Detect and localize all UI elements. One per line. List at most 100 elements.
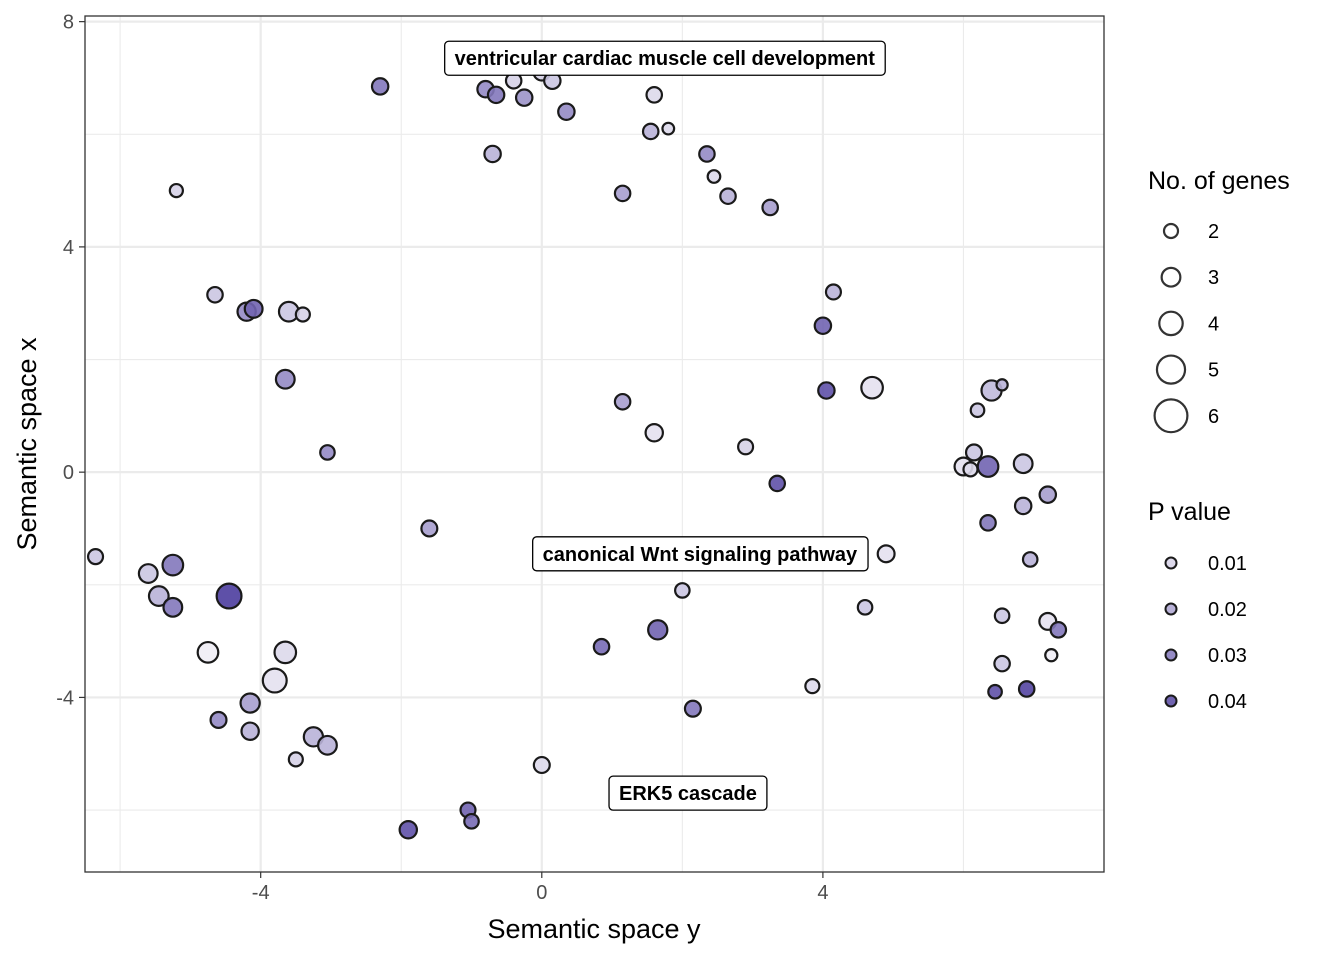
data-point (962, 461, 979, 478)
data-point (486, 85, 506, 105)
data-point (644, 422, 664, 443)
data-point (168, 182, 184, 199)
size-legend-key (1162, 222, 1180, 240)
size-legend-label: 5 (1208, 360, 1219, 382)
color-legend-label: 0.01 (1208, 553, 1247, 575)
data-point (813, 316, 833, 336)
data-point (987, 683, 1003, 700)
size-legend-key (1160, 266, 1182, 288)
size-legend-label: 3 (1208, 267, 1219, 289)
x-tick-label: 0 (536, 882, 547, 904)
data-point (483, 144, 502, 164)
data-points (86, 63, 1068, 840)
data-point (768, 474, 787, 493)
data-point (137, 563, 159, 584)
y-axis-title: Semantic space x (12, 337, 42, 551)
data-point (969, 402, 986, 419)
x-tick-label: -4 (252, 882, 270, 904)
y-tick-label: -4 (56, 687, 74, 709)
data-point (804, 678, 821, 695)
data-point (613, 392, 632, 411)
annotation-text: ventricular cardiac muscle cell developm… (455, 48, 876, 70)
x-tick-label: 4 (817, 882, 828, 904)
data-point (964, 443, 984, 462)
data-point (1049, 621, 1068, 639)
axis-ticks: -4 0 4 -4 0 4 8 (56, 12, 828, 904)
data-point (1017, 680, 1036, 698)
size-legend-label: 2 (1208, 221, 1219, 243)
annotation-box (608, 775, 768, 811)
data-point (398, 820, 419, 840)
data-point (761, 198, 779, 217)
annotation-label: ventricular cardiac muscle cell developm… (444, 40, 886, 76)
data-point (162, 596, 184, 618)
size-legend-title: No. of genes (1148, 167, 1290, 195)
data-point (706, 169, 722, 184)
color-legend-key (1164, 556, 1178, 570)
data-point (641, 122, 660, 141)
data-point (161, 553, 185, 577)
data-point (979, 514, 997, 532)
data-point (993, 607, 1011, 625)
data-point (209, 710, 228, 729)
size-legend-label: 4 (1208, 313, 1219, 335)
data-point (287, 751, 304, 768)
data-point (420, 519, 439, 538)
data-point (261, 667, 288, 694)
data-point (557, 102, 576, 122)
data-point (674, 582, 691, 599)
data-point (532, 755, 551, 775)
data-point (698, 145, 716, 163)
data-point (683, 699, 702, 718)
annotation-box (444, 40, 886, 76)
grid (85, 16, 1105, 872)
data-point (273, 640, 298, 665)
data-point (824, 283, 843, 301)
data-point (370, 77, 390, 96)
data-point (514, 88, 534, 107)
color-legend-label: 0.03 (1208, 645, 1247, 667)
color-legend-key (1164, 648, 1178, 662)
data-point (876, 544, 896, 564)
plot-background (85, 16, 1104, 872)
data-point (856, 598, 874, 616)
data-point (239, 692, 261, 714)
y-tick-label: 4 (63, 237, 74, 259)
color-legend-title: P value (1148, 498, 1231, 526)
color-legend-label: 0.02 (1208, 599, 1247, 621)
color-legend-key (1164, 602, 1178, 616)
data-point (319, 444, 336, 461)
data-point (274, 368, 296, 390)
y-tick-label: 8 (63, 12, 74, 34)
data-point (647, 619, 669, 641)
data-point (993, 654, 1011, 673)
data-point (196, 640, 220, 664)
data-point (1021, 551, 1039, 568)
data-point (243, 298, 264, 319)
data-point (592, 637, 611, 656)
data-point (1038, 485, 1058, 504)
color-legend-keys: 0.01 0.02 0.03 0.04 (1164, 553, 1247, 713)
data-point (317, 734, 338, 756)
data-point (995, 378, 1009, 392)
color-legend-label: 0.04 (1208, 691, 1247, 713)
x-axis-title: Semantic space y (487, 914, 701, 944)
color-legend-key (1164, 694, 1178, 708)
data-point (294, 306, 311, 323)
size-legend-keys: 2 3 4 5 6 (1153, 221, 1219, 434)
data-point (661, 121, 676, 136)
data-point (206, 285, 224, 304)
data-point (240, 721, 260, 741)
annotation-text: canonical Wnt signaling pathway (543, 544, 858, 566)
data-point (147, 585, 170, 607)
size-legend-key (1158, 310, 1184, 337)
data-point (613, 184, 632, 203)
annotation-label: ERK5 cascade (608, 775, 768, 811)
annotations: ventricular cardiac muscle cell developm… (444, 40, 886, 811)
data-point (1013, 496, 1033, 516)
data-point (1012, 453, 1034, 475)
annotation-label: canonical Wnt signaling pathway (532, 536, 869, 572)
y-tick-label: 0 (63, 462, 74, 484)
